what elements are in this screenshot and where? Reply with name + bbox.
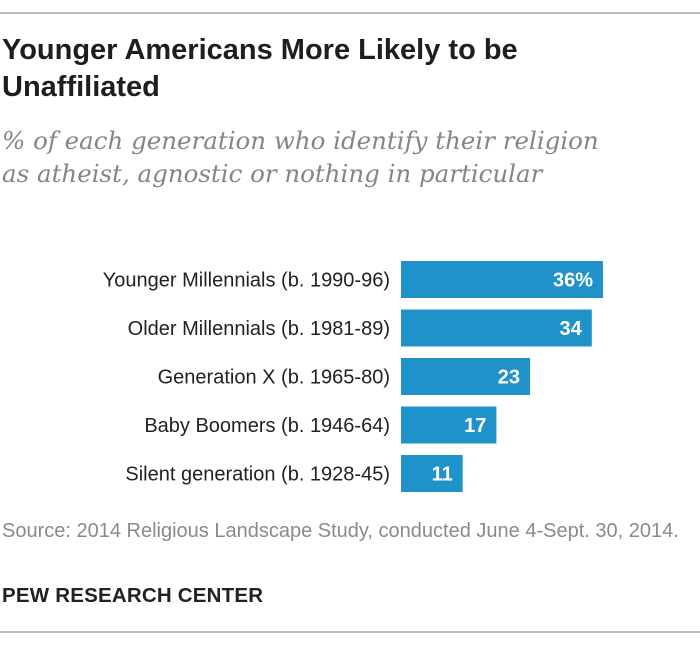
bar — [401, 261, 603, 298]
data-label: 23 — [498, 367, 520, 389]
category-label: Silent generation (b. 1928-45) — [125, 464, 390, 486]
data-label: 36% — [553, 270, 593, 292]
bar — [401, 406, 497, 444]
bar — [401, 309, 592, 347]
category-label: Older Millennials (b. 1981-89) — [128, 318, 390, 340]
bar — [401, 455, 463, 492]
category-label: Younger Millennials (b. 1990-96) — [103, 270, 390, 292]
top-divider — [0, 12, 700, 14]
chart-title: Younger Americans More Likely to be Unaf… — [2, 34, 518, 103]
data-label: 34 — [560, 318, 583, 340]
data-label: 17 — [464, 415, 486, 437]
brand-logo-text: PEW RESEARCH CENTER — [2, 584, 264, 607]
category-label: Generation X (b. 1965-80) — [158, 367, 390, 389]
source-note: Source: 2014 Religious Landscape Study, … — [2, 520, 679, 542]
bar-chart: Younger Millennials (b. 1990-96) 36% Older… — [103, 261, 603, 492]
bottom-divider — [0, 631, 700, 633]
chart-subtitle: % of each generation who identify their … — [2, 126, 599, 188]
category-label: Baby Boomers (b. 1946-64) — [144, 415, 390, 437]
bar — [401, 358, 531, 395]
data-label: 11 — [432, 464, 453, 486]
